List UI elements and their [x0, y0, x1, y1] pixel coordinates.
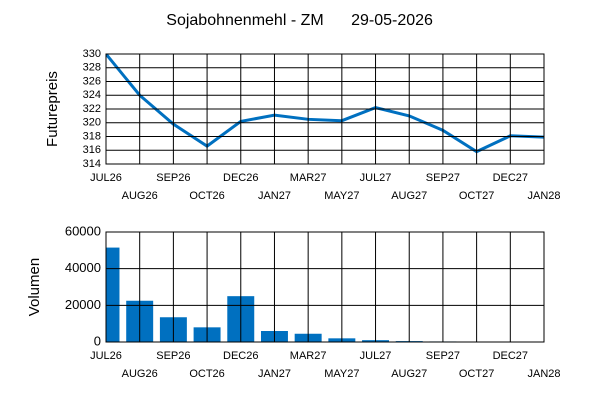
- y-tick-label: 324: [83, 89, 101, 101]
- y-tick-label: 326: [83, 75, 101, 87]
- y-tick-label: 0: [94, 333, 101, 348]
- x-tick-label: OCT27: [459, 190, 494, 202]
- y-tick-label: 40000: [65, 260, 101, 275]
- x-tick-label: MAR27: [290, 350, 327, 362]
- x-tick-label: SEP26: [156, 172, 190, 184]
- x-tick-label: JAN27: [258, 368, 291, 380]
- x-tick-label: JAN28: [527, 190, 560, 202]
- y-tick-label: 328: [83, 62, 101, 74]
- y-tick-label: 330: [83, 48, 101, 60]
- y-tick-label: 322: [83, 103, 101, 115]
- plot-area: [106, 247, 544, 342]
- x-tick-label: AUG27: [391, 368, 427, 380]
- line: [106, 54, 544, 154]
- plot-frame: [105, 231, 545, 343]
- x-tick-label: OCT26: [189, 368, 224, 380]
- x-tick-label: SEP26: [156, 350, 190, 362]
- x-tick-label: MAY27: [324, 368, 359, 380]
- x-tick-label: SEP27: [426, 172, 460, 184]
- x-tick-label: OCT26: [189, 190, 224, 202]
- x-tick-label: AUG27: [391, 190, 427, 202]
- x-tick-label: MAR27: [290, 172, 327, 184]
- chart-title: Sojabohnenmehl - ZM: [166, 12, 323, 29]
- x-tick-label: AUG26: [122, 368, 158, 380]
- y-tick-label: 20000: [65, 297, 101, 312]
- chart-subtitle: 29-05-2026: [351, 12, 433, 29]
- y-axis-label: Futurepreis: [44, 71, 61, 147]
- x-tick-label: JAN27: [258, 190, 291, 202]
- plot-area: [106, 54, 544, 154]
- x-tick-label: SEP27: [426, 350, 460, 362]
- y-tick-label: 320: [83, 117, 101, 129]
- x-tick-label: JUL26: [90, 172, 122, 184]
- bar: [106, 247, 120, 342]
- plot-frame: [105, 53, 545, 165]
- x-tick-label: DEC26: [223, 172, 258, 184]
- x-tick-label: DEC27: [493, 172, 528, 184]
- x-tick-label: JUL27: [360, 350, 392, 362]
- x-tick-label: AUG26: [122, 190, 158, 202]
- x-tick-label: JUL27: [360, 172, 392, 184]
- x-tick-label: DEC27: [493, 350, 528, 362]
- y-axis-label: Volumen: [26, 258, 43, 316]
- x-tick-label: OCT27: [459, 368, 494, 380]
- y-tick-label: 60000: [65, 223, 101, 238]
- x-tick-label: JUL26: [90, 350, 122, 362]
- y-tick-label: 314: [83, 158, 101, 170]
- x-tick-label: DEC26: [223, 350, 258, 362]
- x-tick-label: MAY27: [324, 190, 359, 202]
- y-tick-label: 316: [83, 144, 101, 156]
- x-tick-label: JAN28: [527, 368, 560, 380]
- y-tick-label: 318: [83, 130, 101, 142]
